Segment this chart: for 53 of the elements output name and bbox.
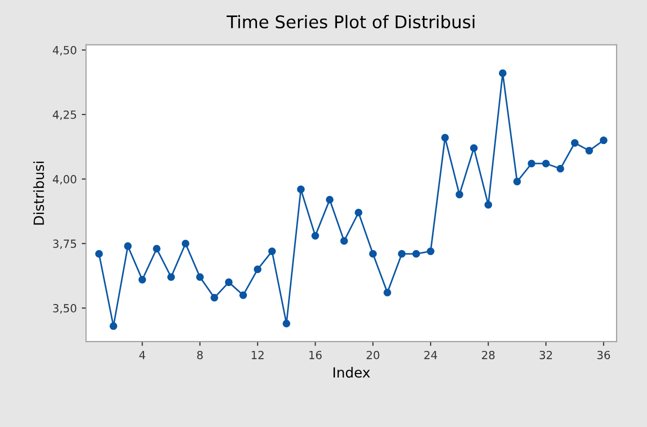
point — [282, 320, 290, 328]
point — [268, 247, 276, 256]
point — [528, 160, 536, 168]
point — [340, 237, 348, 245]
point — [556, 164, 564, 173]
point — [369, 250, 377, 258]
chart-title: Time Series Plot of Distribusi — [226, 14, 474, 28]
y-tick-label: 3,75 — [53, 240, 76, 250]
x-tick-label: 36 — [597, 350, 610, 360]
point — [152, 244, 161, 253]
x-tick-label: 32 — [540, 350, 552, 360]
x-tick-label: 28 — [482, 350, 495, 360]
point — [326, 196, 334, 204]
point — [224, 278, 233, 286]
point — [182, 240, 190, 248]
point — [570, 139, 579, 147]
x-tick-label: 20 — [366, 350, 380, 360]
point — [311, 232, 320, 240]
point — [210, 294, 218, 302]
point — [398, 250, 406, 258]
point — [498, 69, 507, 78]
x-tick-label: 24 — [424, 350, 438, 360]
y-tick-label: 4,25 — [52, 110, 76, 120]
point — [470, 144, 478, 152]
point — [542, 160, 550, 168]
point — [585, 146, 594, 154]
x-tick-label: 12 — [252, 350, 264, 360]
x-tick-label: 16 — [309, 350, 322, 360]
point — [456, 190, 464, 198]
point — [239, 291, 248, 299]
x-tick-label: 4 — [139, 350, 146, 360]
y-tick-label: 4,00 — [52, 175, 76, 185]
point — [95, 250, 103, 258]
y-tick-label: 4,50 — [52, 46, 76, 56]
point — [297, 186, 305, 194]
point — [254, 266, 262, 274]
point — [138, 276, 146, 284]
x-axis-title: Index — [334, 366, 370, 378]
point — [513, 178, 521, 186]
point — [484, 201, 492, 209]
point — [441, 134, 449, 142]
point — [196, 273, 204, 281]
point — [110, 322, 118, 330]
point — [384, 288, 392, 296]
point — [426, 247, 434, 256]
point — [167, 273, 175, 281]
x-tick-label: 8 — [197, 350, 203, 360]
point — [600, 136, 608, 144]
y-axis-title: Distribusi — [33, 162, 44, 225]
y-tick-label: 3,50 — [53, 304, 76, 314]
point — [354, 208, 362, 216]
point — [412, 250, 420, 258]
point — [124, 242, 132, 250]
